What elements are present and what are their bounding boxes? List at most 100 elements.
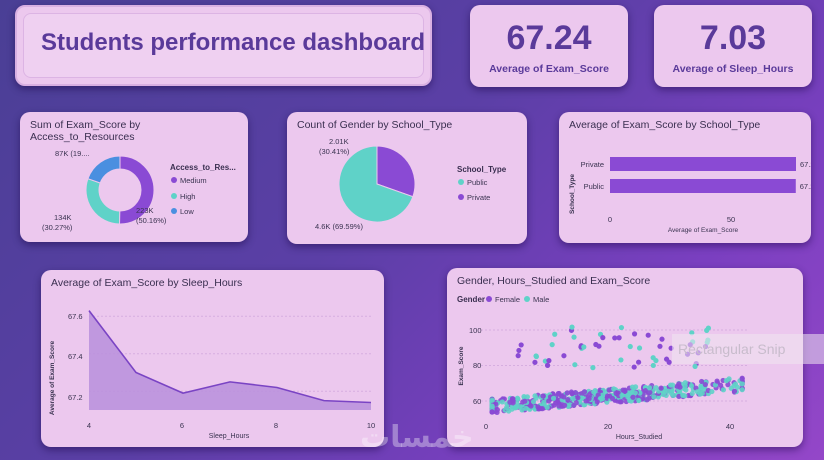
scatter-point-male [533,395,539,401]
scatter-point-female [586,396,592,402]
bar-private[interactable] [610,157,796,171]
donut-slice-high[interactable] [85,178,121,225]
scatter-point-female [522,398,528,404]
scatter-point-female [528,403,534,409]
scatter-chart-title: Gender, Hours_Studied and Exam_Score [457,275,651,287]
scatter-point-male [604,399,610,405]
scatter-point-male [682,393,688,399]
sleep-xtick-10: 10 [367,421,375,430]
scatter-point-male [694,389,700,395]
legend-label-public[interactable]: Public [467,178,488,187]
scatter-ylabel: Exam_Score [458,346,465,385]
kpi-exam-score-value: 67.24 [506,19,592,57]
scatter-point-female [714,378,720,384]
scatter-point-female [702,381,708,388]
access-label-medium-pct: (50.16%) [136,216,167,225]
scatter-point-male [625,394,631,400]
scatter-outlier-female [657,343,663,349]
scatter-outlier-male [618,357,624,363]
scatter-point-female [535,404,541,410]
sleep-xtick-4: 4 [87,421,91,430]
scatter-outlier-male [572,362,578,368]
scatter-outlier-female [612,335,618,341]
donut-slice-low[interactable] [87,155,121,184]
scatter-outlier-male [571,334,577,340]
scatter-point-male [661,389,668,395]
sleep-ytick-67-2: 67.2 [68,393,83,402]
access-label-medium: 223K [136,206,154,215]
access-donut-chart: 87K (19.... 134K (30.27%) 223K (50.16%) … [42,149,236,232]
legend-label-female[interactable]: Female [495,295,520,304]
scatter-point-male [709,388,715,395]
scatter-point-female [556,403,562,409]
scatter-point-male [636,397,642,404]
legend-label-medium[interactable]: Medium [180,176,207,185]
sleep-ylabel: Average of Exam_Score [49,341,56,416]
scatter-point-female [617,399,623,405]
scatter-point-female [564,390,570,396]
scatter-outlier-male [590,365,596,371]
scatter-point-female [622,387,628,393]
bar-category-public: Public [584,182,605,191]
scatter-point-male [683,387,689,393]
scatter-xtick-20: 20 [604,422,612,431]
gender-label-private-pct: (30.41%) [319,147,350,156]
scatter-outlier-male [552,331,558,337]
access-label-high-pct: (30.27%) [42,223,73,232]
page-title: Students performance dashboard [41,29,426,56]
scatter-point-female [565,396,571,403]
scatter-point-female [510,398,516,404]
scatter-point-female [606,387,612,393]
scatter-outlier-female [546,358,552,364]
school-bar-xtick-0: 0 [608,215,612,224]
scatter-point-male [513,405,519,411]
scatter-chart: Gender Female Male Exam_Score 100 80 60 … [457,295,747,441]
scatter-outlier-male [704,327,710,333]
gender-label-public: 4.6K (69.59%) [315,222,363,231]
scatter-point-female [731,388,738,394]
legend-label-low[interactable]: Low [180,207,194,216]
scatter-point-male [651,394,657,400]
gender-chart-title: Count of Gender by School_Type [297,119,453,131]
access-legend-title: Access_to_Res... [170,163,236,172]
scatter-point-male [519,407,525,413]
sleep-chart-title: Average of Exam_Score by Sleep_Hours [51,277,243,289]
scatter-point-female [676,393,682,400]
pie-slice-private[interactable] [376,145,416,198]
access-resources-card: Sum of Exam_Score by Access_to_Resources… [20,112,248,242]
scatter-point-female [739,376,745,382]
school-legend-title: School_Type [457,165,507,174]
scatter-point-male [521,394,527,400]
scatter-point-female [489,409,495,415]
bar-public[interactable] [610,179,796,193]
scatter-outlier-female [645,332,651,338]
scatter-point-male [669,390,675,397]
legend-label-male[interactable]: Male [533,295,549,304]
scatter-point-male [581,402,587,408]
scatter-point-female [647,389,653,395]
school-bar-chart-title: Average of Exam_Score by School_Type [569,119,761,131]
scatter-xtick-0: 0 [484,422,488,431]
scatter-point-male [632,390,638,396]
sleep-xtick-8: 8 [274,421,278,430]
scatter-ytick-100: 100 [469,326,482,335]
scatter-point-male [591,389,597,395]
scatter-legend-title: Gender [457,295,485,304]
scatter-point-female [725,382,731,388]
scatter-outlier-male [581,344,587,350]
pie-slice-public[interactable] [338,145,414,223]
donut-slice-medium[interactable] [119,155,155,225]
scatter-outlier-male [636,345,643,351]
scatter-outlier-male [650,355,656,361]
scatter-point-male [489,397,495,403]
legend-label-high[interactable]: High [180,192,195,201]
scatter-outlier-female [515,353,521,359]
legend-label-private[interactable]: Private [467,193,490,202]
watermark: خمسات [360,421,474,454]
scatter-point-female [676,381,682,387]
scatter-point-male [667,382,674,388]
scatter-point-female [568,389,575,395]
access-chart-title: Sum of Exam_Score by Access_to_Resources [30,119,141,143]
scatter-point-male [646,385,653,391]
scatter-point-female [594,399,600,405]
